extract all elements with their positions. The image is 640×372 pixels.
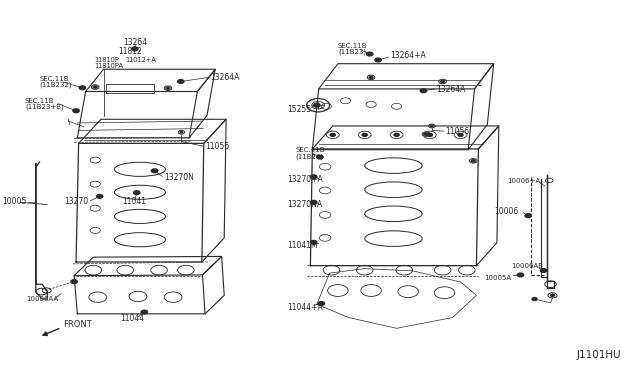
Text: 13264A: 13264A xyxy=(436,85,466,94)
Text: 10006: 10006 xyxy=(494,207,518,216)
Text: 13270: 13270 xyxy=(65,197,89,206)
Circle shape xyxy=(317,155,323,159)
Text: 13270NA: 13270NA xyxy=(287,200,323,209)
Text: 13264+A: 13264+A xyxy=(390,51,426,60)
Text: SEC.11B: SEC.11B xyxy=(296,147,325,153)
Circle shape xyxy=(141,310,148,314)
Circle shape xyxy=(166,87,170,89)
Text: (11B23+B): (11B23+B) xyxy=(25,103,64,110)
Text: 10006AA: 10006AA xyxy=(26,296,58,302)
Circle shape xyxy=(525,214,531,218)
Text: 11041M: 11041M xyxy=(287,241,318,250)
Circle shape xyxy=(310,201,317,204)
Text: 10006+A: 10006+A xyxy=(507,178,540,184)
Text: 11810P: 11810P xyxy=(94,57,119,63)
Circle shape xyxy=(318,302,324,305)
Text: 15255: 15255 xyxy=(287,105,312,114)
Circle shape xyxy=(458,134,463,137)
Text: FRONT: FRONT xyxy=(63,321,92,330)
Circle shape xyxy=(540,269,547,272)
Circle shape xyxy=(132,47,138,51)
Circle shape xyxy=(134,191,140,195)
Circle shape xyxy=(180,132,182,133)
Circle shape xyxy=(375,58,381,62)
Text: 13270+A: 13270+A xyxy=(287,175,323,184)
Text: 13264: 13264 xyxy=(123,38,147,47)
Text: 10005: 10005 xyxy=(3,197,27,206)
Circle shape xyxy=(310,240,317,244)
Text: SEC.11B: SEC.11B xyxy=(39,76,68,81)
Circle shape xyxy=(369,76,373,78)
Circle shape xyxy=(71,280,77,283)
Text: SEC.11B: SEC.11B xyxy=(25,98,54,104)
Circle shape xyxy=(532,298,537,301)
Circle shape xyxy=(314,103,320,107)
Text: 11012+A: 11012+A xyxy=(125,57,156,63)
Circle shape xyxy=(367,52,373,56)
Text: (11B232): (11B232) xyxy=(39,81,72,88)
Text: SEC.11B: SEC.11B xyxy=(338,43,367,49)
Circle shape xyxy=(362,134,367,137)
Circle shape xyxy=(424,133,428,135)
Circle shape xyxy=(152,169,158,173)
Circle shape xyxy=(420,89,427,93)
Text: 11056: 11056 xyxy=(445,127,469,136)
Text: 11044: 11044 xyxy=(120,314,144,323)
Text: 11041: 11041 xyxy=(122,197,146,206)
Circle shape xyxy=(471,160,475,162)
Circle shape xyxy=(394,134,399,137)
Circle shape xyxy=(517,273,524,277)
Circle shape xyxy=(97,195,103,198)
Text: 10006AB: 10006AB xyxy=(511,263,543,269)
Circle shape xyxy=(550,294,554,296)
Circle shape xyxy=(310,175,317,179)
Circle shape xyxy=(330,134,335,137)
Circle shape xyxy=(177,80,184,83)
Circle shape xyxy=(93,86,97,88)
Circle shape xyxy=(428,134,433,137)
Circle shape xyxy=(79,86,86,90)
Circle shape xyxy=(431,125,433,127)
Text: 11044+A: 11044+A xyxy=(287,303,323,312)
Text: 13270N: 13270N xyxy=(164,173,194,182)
Circle shape xyxy=(73,109,79,113)
Text: 13264A: 13264A xyxy=(210,73,239,82)
Text: J1101HU: J1101HU xyxy=(577,350,621,360)
Text: 11812: 11812 xyxy=(118,47,141,56)
Text: 11056: 11056 xyxy=(205,142,229,151)
Circle shape xyxy=(441,80,445,83)
Text: 10005A: 10005A xyxy=(484,275,511,281)
Text: (11B26): (11B26) xyxy=(296,153,324,160)
Text: (11B23): (11B23) xyxy=(338,49,366,55)
Text: 11810PA: 11810PA xyxy=(94,63,123,69)
